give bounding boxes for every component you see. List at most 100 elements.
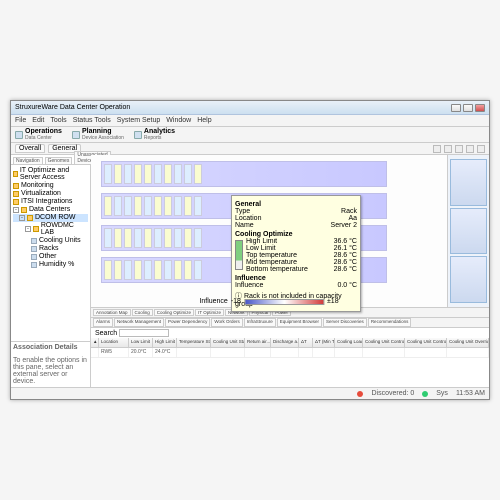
menu-item[interactable]: Tools	[50, 117, 66, 124]
rack[interactable]	[184, 228, 192, 248]
col-header[interactable]: Location	[99, 338, 129, 347]
col-header[interactable]: Low Limit	[129, 338, 153, 347]
rack[interactable]	[184, 196, 192, 216]
rack[interactable]	[104, 228, 112, 248]
rack[interactable]	[114, 228, 122, 248]
col-header[interactable]: ▲	[91, 338, 99, 347]
rack[interactable]	[144, 260, 152, 280]
col-header[interactable]: Cooling Unit State	[211, 338, 245, 347]
menu-item[interactable]: Window	[166, 117, 191, 124]
device-panel[interactable]	[450, 208, 487, 255]
menu-item[interactable]: File	[15, 117, 26, 124]
view-tab[interactable]: Cooling	[132, 309, 153, 316]
rack[interactable]	[164, 164, 172, 184]
close-button[interactable]	[475, 104, 485, 112]
col-header[interactable]: Temperature Status	[177, 338, 211, 347]
menu-item[interactable]: Help	[197, 117, 211, 124]
maximize-button[interactable]	[463, 104, 473, 112]
toolbar-group[interactable]: AnalyticsReports	[134, 128, 175, 141]
rack[interactable]	[164, 228, 172, 248]
col-header[interactable]: Cooling Unit Override Setting	[447, 338, 489, 347]
rack[interactable]	[104, 260, 112, 280]
rack[interactable]	[134, 164, 142, 184]
col-header[interactable]: Return air...	[245, 338, 271, 347]
lower-tab[interactable]: Power Dependency	[165, 318, 210, 327]
col-header[interactable]: Discharge a...	[271, 338, 299, 347]
lower-tab[interactable]: Alarms	[93, 318, 113, 327]
rack[interactable]	[114, 260, 122, 280]
rack[interactable]	[104, 164, 112, 184]
view-tab[interactable]: Annotation Map	[93, 309, 131, 316]
rack[interactable]	[154, 260, 162, 280]
device-panel[interactable]	[450, 256, 487, 303]
tree-item[interactable]: ITSI Integrations	[13, 198, 88, 206]
rack[interactable]	[124, 260, 132, 280]
rack[interactable]	[174, 260, 182, 280]
rack[interactable]	[184, 164, 192, 184]
rack[interactable]	[134, 196, 142, 216]
rack[interactable]	[194, 196, 202, 216]
rack[interactable]	[124, 228, 132, 248]
tree-item[interactable]: Humidity %	[13, 261, 88, 269]
rack[interactable]	[114, 196, 122, 216]
tree-expander[interactable]: -	[13, 207, 19, 213]
menu-item[interactable]: System Setup	[117, 117, 161, 124]
floor-plan[interactable]: General TypeRackLocationAaNameServer 2 C…	[91, 155, 447, 307]
tool-icon[interactable]	[455, 145, 463, 153]
tool-icon[interactable]	[444, 145, 452, 153]
tree-item[interactable]: Other	[13, 253, 88, 261]
tree-item[interactable]: Cooling Units	[13, 237, 88, 245]
col-header[interactable]: ΔT	[299, 338, 313, 347]
view-tab[interactable]: IT Optimize	[195, 309, 224, 316]
lower-tab[interactable]: Recommendations	[368, 318, 412, 327]
rack[interactable]	[174, 164, 182, 184]
rack[interactable]	[184, 260, 192, 280]
rack[interactable]	[154, 164, 162, 184]
tree-item[interactable]: Virtualization	[13, 190, 88, 198]
menu-item[interactable]: Status Tools	[73, 117, 111, 124]
col-header[interactable]: High Limit	[153, 338, 177, 347]
rack[interactable]	[164, 260, 172, 280]
tool-icon[interactable]	[433, 145, 441, 153]
tool-icon[interactable]	[477, 145, 485, 153]
rack[interactable]	[144, 164, 152, 184]
table-row[interactable]: RW520.0°C24.0°C	[91, 348, 489, 358]
rack[interactable]	[194, 228, 202, 248]
lower-tab[interactable]: Work Orders	[211, 318, 242, 327]
tree-item[interactable]: -ROWDMC LAB	[13, 222, 88, 237]
col-header[interactable]: Cooling Unit Control Setting	[405, 338, 447, 347]
view-tab[interactable]: Cooling Optimize	[154, 309, 194, 316]
lower-tab[interactable]: Network Management	[114, 318, 164, 327]
rack[interactable]	[174, 196, 182, 216]
tree-item[interactable]: -Data Centers	[13, 206, 88, 214]
search-input[interactable]	[119, 329, 169, 337]
toolbar-group[interactable]: PlanningDevice Association	[72, 128, 124, 141]
tool-icon[interactable]	[466, 145, 474, 153]
menu-item[interactable]: Edit	[32, 117, 44, 124]
minimize-button[interactable]	[451, 104, 461, 112]
col-header[interactable]: Cooling Load	[335, 338, 363, 347]
device-panel[interactable]	[450, 159, 487, 206]
rack[interactable]	[174, 228, 182, 248]
col-header[interactable]: Cooling Unit Control Target	[363, 338, 405, 347]
rack[interactable]	[164, 196, 172, 216]
rack[interactable]	[194, 164, 202, 184]
rack[interactable]	[194, 260, 202, 280]
rack[interactable]	[124, 164, 132, 184]
subtab-overall[interactable]: Overall	[15, 144, 45, 153]
lower-tab[interactable]: Equipment Browser	[277, 318, 322, 327]
tree-item[interactable]: IT Optimize and Server Access	[13, 167, 88, 182]
lower-tab[interactable]: Server Discoveries	[323, 318, 367, 327]
toolbar-group[interactable]: OperationsData Center	[15, 128, 62, 141]
rack[interactable]	[124, 196, 132, 216]
rack[interactable]	[144, 196, 152, 216]
rack[interactable]	[114, 164, 122, 184]
nav-tab-genomes[interactable]: Genomes	[45, 157, 73, 164]
rack[interactable]	[134, 260, 142, 280]
tree-item[interactable]: Monitoring	[13, 182, 88, 190]
rack[interactable]	[104, 196, 112, 216]
nav-tab-navigation[interactable]: Navigation	[13, 157, 43, 164]
col-header[interactable]: ΔT (Min T)	[313, 338, 335, 347]
rack[interactable]	[144, 228, 152, 248]
rack[interactable]	[154, 196, 162, 216]
